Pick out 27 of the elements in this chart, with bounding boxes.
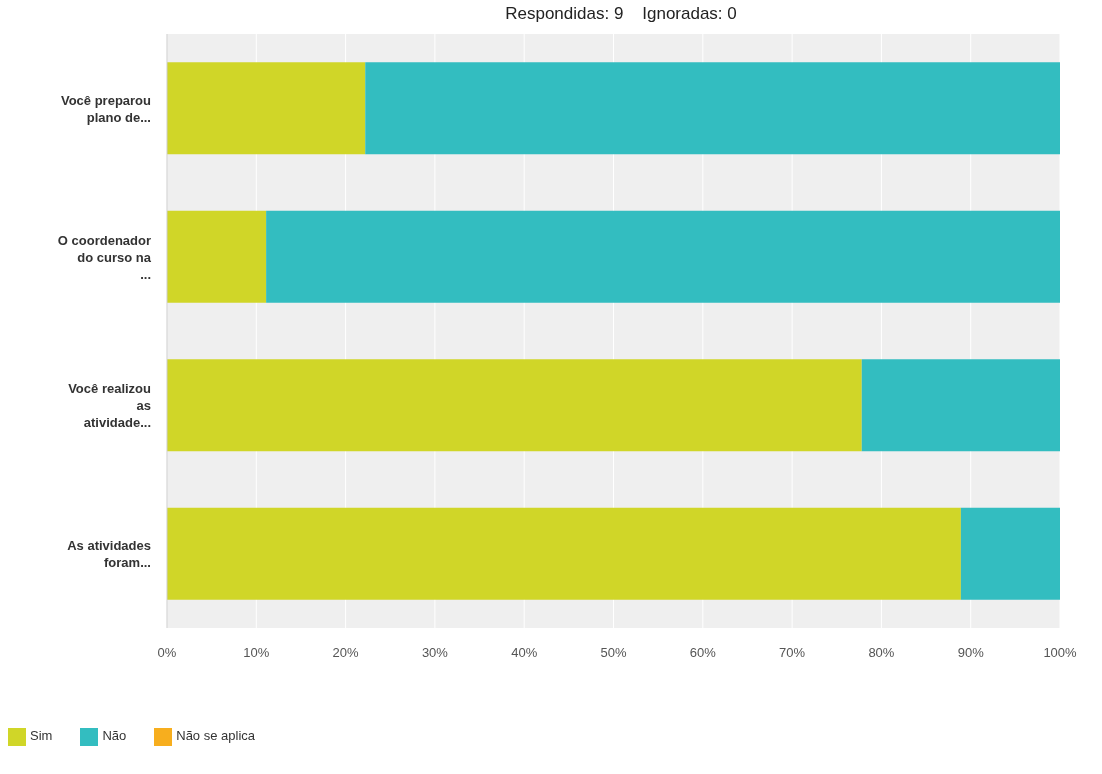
legend-label: Sim [30, 728, 53, 744]
y-tick-label: Você preparou plano de... [60, 92, 152, 125]
x-tick-label: 80% [868, 645, 895, 661]
x-tick-label: 90% [957, 645, 985, 661]
bar [960, 507, 1060, 600]
y-tick-label: Você realizou as atividade... [68, 380, 152, 430]
x-tick-label: 30% [421, 645, 449, 661]
y-tick-label: As atividades foram... [67, 537, 151, 570]
x-tick-label: 100% [1043, 645, 1078, 661]
legend-label: Não se aplica [176, 728, 256, 744]
x-tick-label: 40% [511, 645, 538, 661]
legend-label: Não [102, 728, 127, 744]
bar [167, 359, 862, 452]
bar [266, 210, 1060, 303]
x-tick-label: 60% [689, 645, 717, 661]
x-tick-label: 10% [243, 645, 270, 661]
x-tick-label: 70% [779, 645, 806, 661]
x-tick-label: 50% [600, 645, 627, 661]
bar [167, 507, 961, 600]
bar [365, 62, 1060, 155]
chart-title: Respondidas: 9 Ignoradas: 0 [504, 4, 738, 25]
bar [167, 62, 366, 155]
x-tick-label: 20% [332, 645, 360, 661]
y-tick-label: O coordenador do curso na ... [57, 232, 152, 282]
bar [167, 210, 267, 303]
x-tick-label: 0% [157, 645, 177, 661]
bar [861, 359, 1060, 452]
